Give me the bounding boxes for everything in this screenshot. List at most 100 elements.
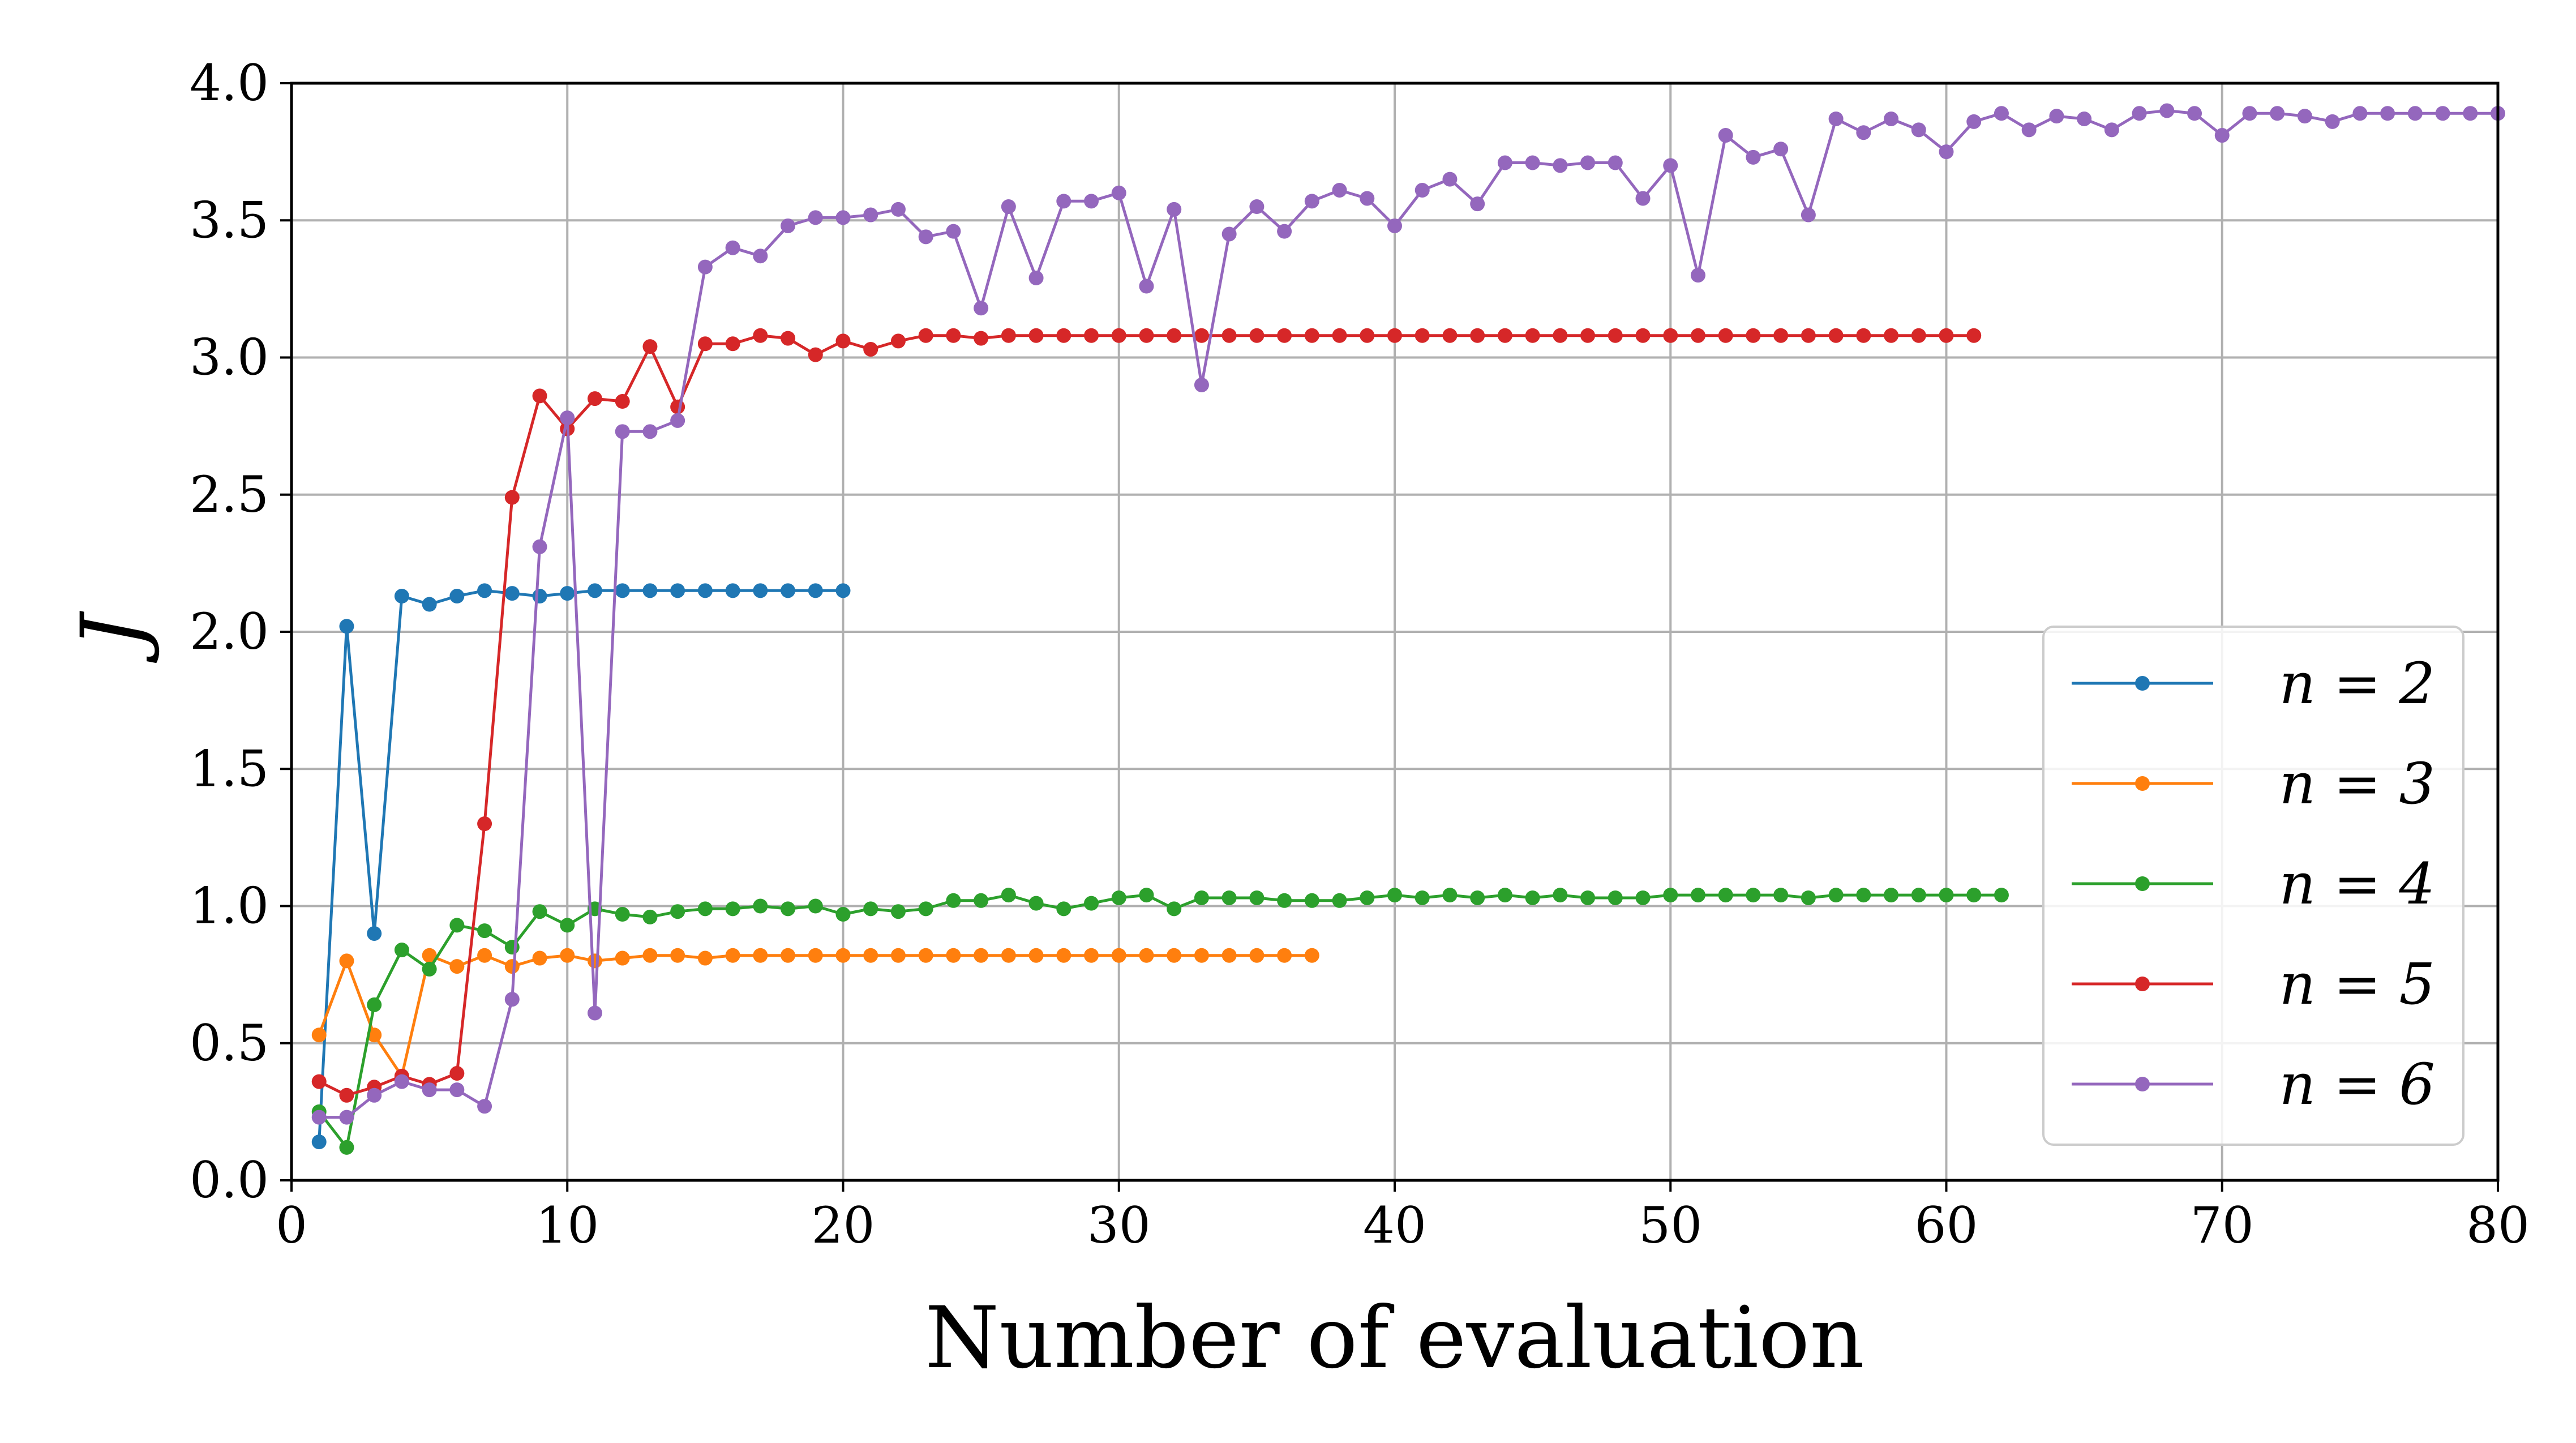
series-line <box>318 893 2001 1149</box>
data-point <box>974 948 989 963</box>
legend: n = 2 n = 3 n = 4 n = 5 n = 6 <box>2042 626 2464 1146</box>
data-point <box>2380 106 2395 121</box>
data-point <box>781 583 796 598</box>
data-point <box>2077 111 2092 126</box>
data-point <box>560 586 575 601</box>
data-point <box>1828 888 1844 903</box>
data-point <box>1221 328 1237 343</box>
data-point <box>1663 158 1678 173</box>
data-point <box>1525 155 1540 170</box>
data-point <box>1249 199 1265 215</box>
data-point <box>367 1087 382 1103</box>
data-point <box>1553 888 1568 903</box>
data-point <box>1028 270 1044 285</box>
data-point <box>394 589 409 604</box>
data-point <box>615 583 630 598</box>
legend-label: n = 4 <box>2279 851 2435 917</box>
y-tick-label: 2.0 <box>190 602 269 661</box>
data-point <box>946 224 961 239</box>
x-tick-label: 50 <box>1639 1196 1702 1254</box>
data-point <box>808 210 823 225</box>
legend-item: n = 2 <box>2072 650 2435 717</box>
data-point <box>532 589 547 604</box>
data-point <box>2297 109 2312 124</box>
data-point <box>1277 328 1292 343</box>
data-point <box>1084 328 1099 343</box>
data-point <box>615 394 630 409</box>
data-point <box>311 1110 327 1125</box>
legend-box <box>2042 626 2464 1146</box>
data-point <box>1690 268 1705 283</box>
data-point <box>1966 888 1982 903</box>
series-5 <box>311 103 2505 1125</box>
data-point <box>1194 328 1209 343</box>
x-tick-label: 30 <box>1087 1196 1151 1254</box>
legend-label: n = 6 <box>2279 1051 2435 1117</box>
data-point <box>753 898 768 914</box>
data-point <box>946 893 961 908</box>
data-point <box>1994 888 2009 903</box>
data-point <box>1884 888 1899 903</box>
data-point <box>642 583 658 598</box>
data-point <box>1884 111 1899 126</box>
data-point <box>1801 890 1816 905</box>
data-point <box>835 210 851 225</box>
data-point <box>697 336 713 352</box>
series-line <box>318 589 843 1142</box>
data-point <box>808 583 823 598</box>
data-point <box>1525 328 1540 343</box>
data-point <box>890 333 906 349</box>
legend-swatch-marker <box>2135 776 2150 791</box>
data-point <box>1580 890 1596 905</box>
data-point <box>1084 896 1099 911</box>
data-point <box>339 1140 354 1155</box>
data-point <box>1856 888 1871 903</box>
data-point <box>725 583 740 598</box>
data-point <box>1056 901 1071 917</box>
data-point <box>1221 890 1237 905</box>
data-point <box>1470 196 1485 212</box>
x-tick-label: 60 <box>1915 1196 1978 1254</box>
data-point <box>1939 888 1954 903</box>
data-point <box>504 490 520 505</box>
data-point <box>753 328 768 343</box>
data-point <box>725 948 740 963</box>
legend-label: n = 2 <box>2279 650 2435 717</box>
data-point <box>1966 328 1982 343</box>
data-point <box>808 898 823 914</box>
data-point <box>560 410 575 426</box>
data-point <box>974 331 989 346</box>
data-point <box>1442 172 1458 187</box>
data-point <box>1304 328 1319 343</box>
data-point <box>974 301 989 316</box>
data-point <box>1773 328 1789 343</box>
data-point <box>311 1027 327 1043</box>
data-point <box>311 1074 327 1089</box>
data-point <box>587 583 602 598</box>
data-point <box>890 948 906 963</box>
data-point <box>1773 888 1789 903</box>
data-point <box>1856 125 1871 140</box>
data-point <box>1608 890 1623 905</box>
data-point <box>449 918 465 933</box>
data-point <box>725 336 740 352</box>
data-point <box>1139 328 1154 343</box>
data-point <box>311 1134 327 1150</box>
data-point <box>1525 890 1540 905</box>
data-point <box>1221 948 1237 963</box>
data-point <box>1718 328 1733 343</box>
data-point <box>1690 888 1705 903</box>
data-point <box>560 918 575 933</box>
legend-item: n = 4 <box>2072 851 2435 917</box>
data-point <box>1084 194 1099 209</box>
data-point <box>974 893 989 908</box>
data-point <box>449 1066 465 1081</box>
legend-item: n = 6 <box>2072 1051 2435 1117</box>
data-point <box>1801 328 1816 343</box>
data-point <box>697 583 713 598</box>
data-point <box>1111 185 1126 200</box>
data-point <box>1360 328 1375 343</box>
data-point <box>1139 279 1154 294</box>
data-point <box>918 901 933 917</box>
